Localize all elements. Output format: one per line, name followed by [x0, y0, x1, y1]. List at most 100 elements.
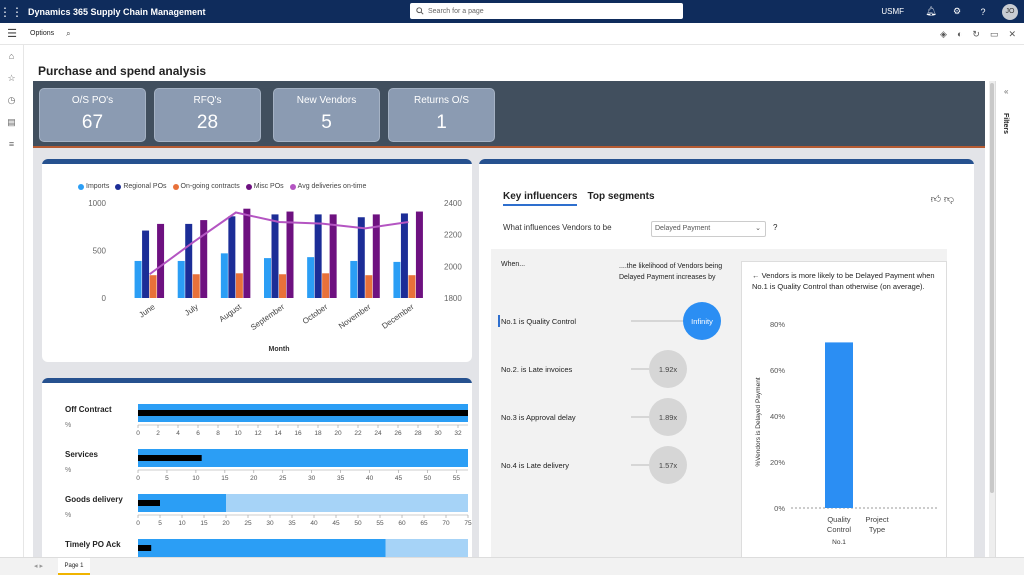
x-tick-label: October: [301, 302, 330, 326]
influencer-detail-panel: ← Vendors is more likely to be Delayed P…: [741, 261, 947, 557]
actual-bar: [138, 500, 160, 506]
tick-label: 10: [178, 520, 186, 527]
app-title[interactable]: Dynamics 365 Supply Chain Management: [28, 6, 206, 17]
tab-top-segments[interactable]: Top segments: [587, 191, 655, 202]
tick-label: 0: [136, 520, 140, 527]
x-tick-label: June: [137, 302, 157, 320]
search-placeholder: Search for a page: [428, 7, 484, 15]
influencer-row[interactable]: No.2. is Late invoices: [501, 365, 573, 374]
row-label: Services: [65, 450, 98, 459]
refresh-icon[interactable]: ↻: [972, 28, 980, 39]
avatar[interactable]: JO: [1002, 3, 1018, 20]
page-nav-arrows[interactable]: ◂ ▸: [34, 563, 43, 570]
tick-label: 22: [354, 430, 362, 437]
kpi-card[interactable]: RFQ's 28: [154, 88, 261, 142]
tick-label: 15: [200, 520, 208, 527]
influencer-row[interactable]: No.4 is Late delivery: [501, 461, 569, 470]
bubble-value: 1.89x: [659, 413, 678, 422]
office-icon[interactable]: ◐: [956, 29, 963, 39]
bar: [825, 342, 853, 508]
actual-bar: [138, 410, 468, 416]
group-label: No.1: [832, 539, 846, 546]
tick-label: 25: [244, 520, 252, 527]
kpi-card[interactable]: O/S PO's 67: [39, 88, 146, 142]
gear-icon[interactable]: ⚙: [952, 6, 962, 16]
row-label: Goods delivery: [65, 495, 123, 504]
y-tick-label: 0: [102, 294, 107, 303]
bubble-value: 1.57x: [659, 461, 678, 470]
company-picker[interactable]: USMF: [881, 7, 904, 16]
bar: [192, 274, 200, 298]
legend-item[interactable]: Misc POs: [245, 183, 284, 190]
kpi-card[interactable]: Returns O/S 1: [388, 88, 495, 142]
legend-item[interactable]: Regional POs: [115, 183, 167, 190]
y-tick-label: 500: [93, 247, 107, 256]
back-arrow-icon[interactable]: ←: [752, 271, 760, 280]
thumbs-up-icon[interactable]: 👍︎: [930, 194, 942, 205]
tick-label: 12: [254, 430, 262, 437]
search-box[interactable]: Search for a page: [410, 3, 683, 19]
bar: [243, 208, 251, 298]
influencer-row[interactable]: No.3 is Approval delay: [501, 413, 576, 422]
kpi-value: 1: [436, 112, 447, 133]
options-button[interactable]: Options: [30, 30, 55, 37]
star-icon[interactable]: ☆: [7, 73, 16, 83]
page-tab[interactable]: Page 1: [58, 558, 90, 575]
tick-label: 20: [334, 430, 342, 437]
tick-label: 0: [136, 430, 140, 437]
legend-item[interactable]: Avg deliveries on-time: [289, 183, 366, 190]
tab-key-influencers[interactable]: Key influencers: [503, 191, 578, 206]
tick-label: 50: [354, 520, 362, 527]
filters-label: Filters: [1002, 113, 1009, 135]
chevron-down-icon: ⌄: [755, 225, 761, 232]
collapse-icon[interactable]: «: [1004, 87, 1009, 96]
monthly-chart-card: Imports Regional POs On-going contracts …: [42, 159, 472, 362]
kpi-value: 5: [321, 112, 332, 133]
outcome-dropdown[interactable]: Delayed Payment ⌄: [651, 221, 766, 237]
tick-label: 55: [376, 520, 384, 527]
key-influencers-card: Key influencers Top segments 👍︎ 👎︎ What i…: [479, 159, 974, 557]
kpi-value: 28: [196, 112, 219, 133]
page-title: Purchase and spend analysis: [38, 64, 207, 78]
tick-label: 18: [314, 430, 322, 437]
bar: [279, 274, 286, 298]
bar: [142, 230, 150, 298]
bell-icon[interactable]: 🔔︎: [925, 6, 937, 16]
hamburger-icon[interactable]: ☰: [7, 28, 17, 40]
app-launcher-icon[interactable]: ⋮⋮: [0, 4, 23, 19]
list-icon[interactable]: ≡: [8, 139, 15, 149]
influencer-row[interactable]: No.1 is Quality Control: [497, 315, 577, 327]
kpi-card[interactable]: New Vendors 5: [273, 88, 380, 142]
monthly-chart: 1000 500 0 2400 2200 2000 1800 June July August Se…: [88, 199, 462, 353]
legend-item[interactable]: Imports: [78, 183, 109, 190]
page-tab-bar: ◂ ▸ Page 1: [0, 557, 1024, 575]
bar: [220, 253, 228, 298]
y2-tick-label: 1800: [444, 294, 462, 303]
tick-label: 32: [454, 430, 462, 437]
home-icon[interactable]: ⌂: [8, 51, 15, 61]
y2-tick-label: 2400: [444, 199, 462, 208]
bar: [357, 217, 365, 298]
workspace-icon[interactable]: ▤: [7, 117, 16, 127]
kpi-label: RFQ's: [193, 95, 222, 106]
bubble-value: Infinity: [691, 317, 713, 326]
y-tick-label: 80%: [770, 320, 785, 329]
thumbs-down-icon[interactable]: 👎︎: [943, 194, 954, 205]
close-icon[interactable]: ✕: [1008, 28, 1016, 39]
report-scrollbar[interactable]: [989, 81, 995, 557]
diamond-icon[interactable]: ◈: [940, 28, 947, 39]
bar: [271, 214, 279, 298]
row-unit: %: [65, 467, 71, 474]
kpi-value: 67: [81, 112, 104, 133]
filters-pane[interactable]: « Filters: [995, 81, 1024, 557]
help-question-mark[interactable]: ?: [773, 223, 778, 232]
likelihood-header: ....the likelihood of Vendors being Dela…: [619, 263, 723, 281]
popout-icon[interactable]: ▭: [989, 28, 999, 39]
help-icon[interactable]: ?: [980, 6, 986, 17]
tick-label: 28: [414, 430, 422, 437]
x-tick-label: Project: [865, 515, 889, 524]
legend-item[interactable]: On-going contracts: [172, 183, 240, 190]
clock-icon[interactable]: ◷: [7, 95, 16, 105]
actual-bar: [138, 455, 202, 461]
options-search-icon[interactable]: ⌕: [66, 28, 71, 38]
